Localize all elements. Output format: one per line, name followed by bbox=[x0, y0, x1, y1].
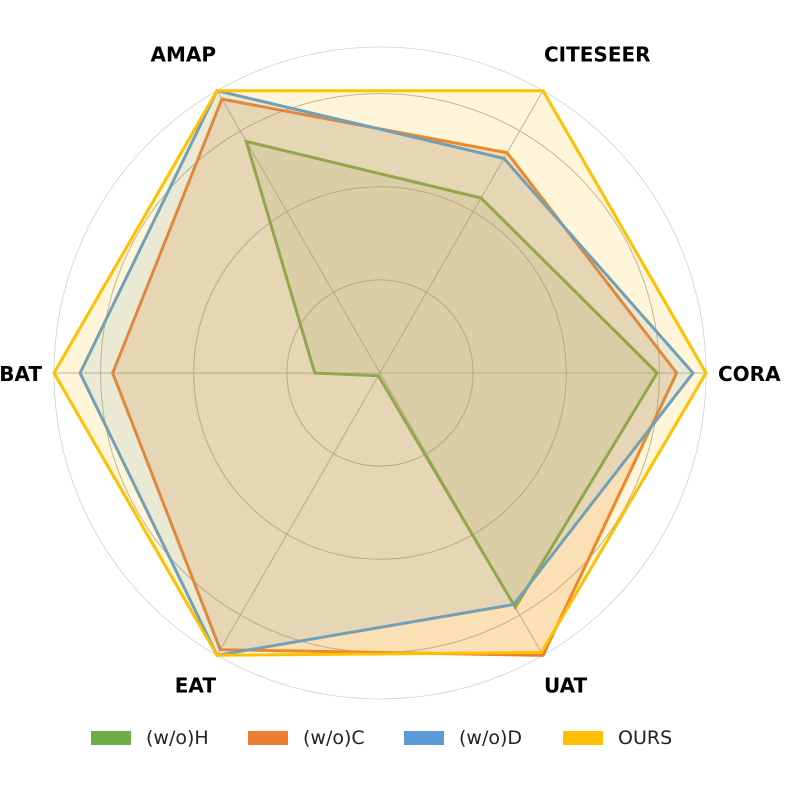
legend-item-w-o-h: (w/o)H bbox=[91, 724, 209, 752]
legend-item-ours: OURS bbox=[563, 724, 672, 752]
legend-label-w-o-h: (w/o)H bbox=[146, 727, 209, 749]
radar-plot: CORA CITESEER AMAP BAT EAT UAT bbox=[0, 43, 781, 700]
series-area-w-o-c bbox=[111, 97, 679, 657]
legend-swatch-w-o-d bbox=[404, 731, 444, 745]
spoke-citeseer bbox=[379, 90, 544, 374]
legend: (w/o)H (w/o)C (w/o)D OURS bbox=[0, 724, 800, 752]
legend-item-w-o-c: (w/o)C bbox=[248, 724, 365, 752]
axis-label-citeseer: CITESEER bbox=[544, 43, 651, 67]
legend-label-w-o-c: (w/o)C bbox=[303, 727, 365, 749]
spoke-eat bbox=[216, 372, 381, 656]
series-area-w-o-h bbox=[244, 139, 659, 611]
axis-label-amap: AMAP bbox=[150, 43, 216, 67]
legend-swatch-ours bbox=[563, 731, 603, 745]
axis-label-layer: CORA CITESEER AMAP BAT EAT UAT bbox=[0, 43, 781, 698]
legend-swatch-w-o-c bbox=[248, 731, 288, 745]
series-area-w-o-d bbox=[78, 88, 695, 657]
series-layer bbox=[52, 88, 708, 657]
axis-label-eat: EAT bbox=[175, 673, 217, 697]
series-area-ours bbox=[52, 89, 708, 657]
legend-label-w-o-d: (w/o)D bbox=[459, 727, 523, 749]
axis-label-bat: BAT bbox=[0, 362, 42, 386]
legend-item-w-o-d: (w/o)D bbox=[404, 724, 522, 752]
legend-label-ours: OURS bbox=[618, 727, 673, 749]
spoke-amap bbox=[216, 90, 381, 374]
axis-label-uat: UAT bbox=[544, 673, 588, 697]
axis-label-cora: CORA bbox=[718, 362, 781, 386]
legend-swatch-w-o-h bbox=[91, 731, 131, 745]
